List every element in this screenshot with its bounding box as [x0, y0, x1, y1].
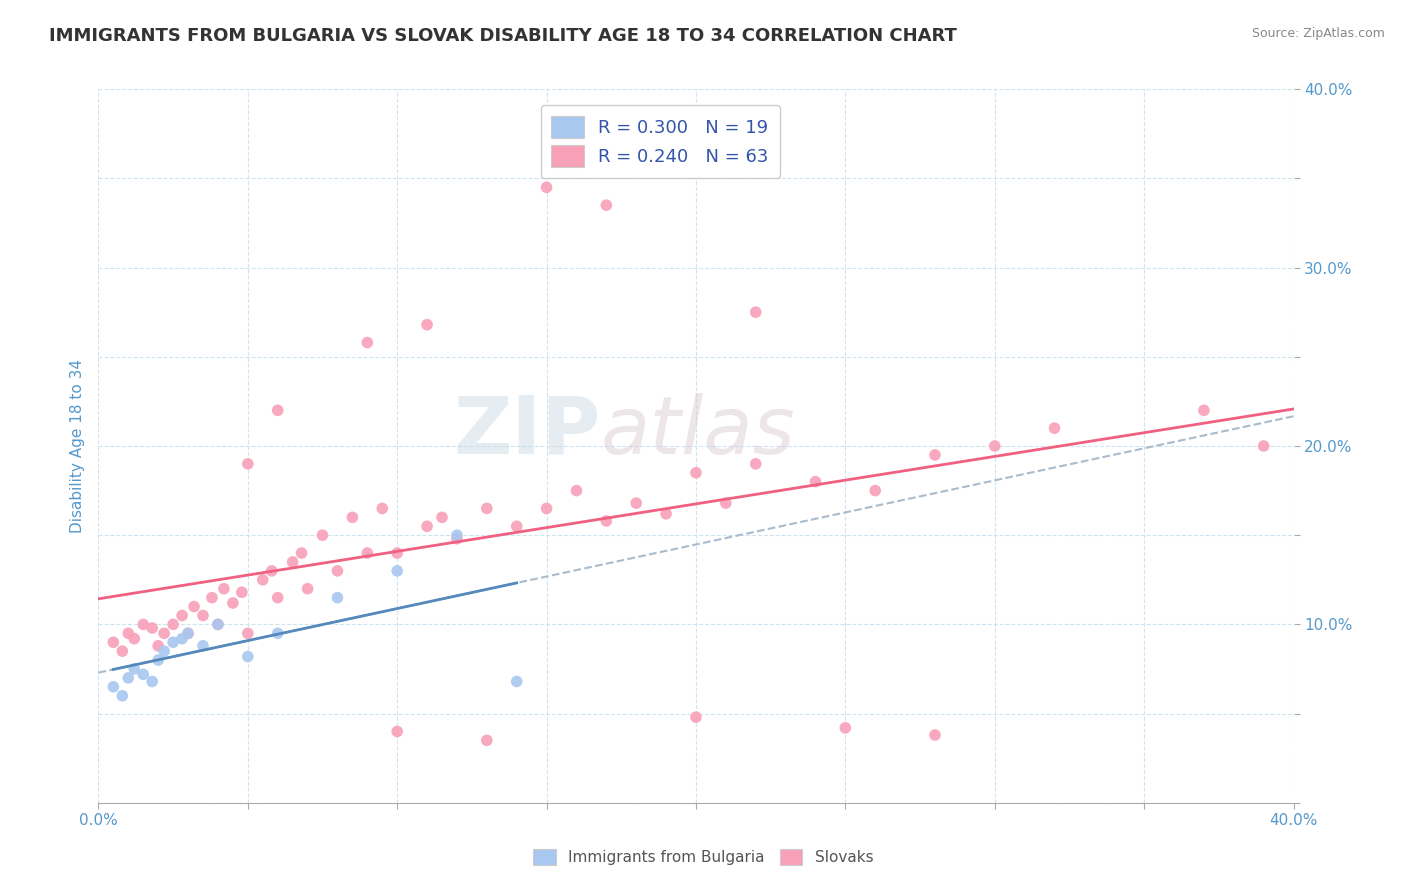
Point	[162, 635, 184, 649]
Point	[834, 721, 856, 735]
Point	[153, 626, 176, 640]
Point	[475, 733, 498, 747]
Point	[177, 626, 200, 640]
Point	[236, 649, 259, 664]
Point	[212, 582, 235, 596]
Text: ZIP: ZIP	[453, 392, 600, 471]
Point	[172, 632, 194, 646]
Point	[595, 198, 617, 212]
Point	[356, 546, 378, 560]
Point	[326, 591, 349, 605]
Point	[153, 644, 176, 658]
Point	[416, 519, 439, 533]
Point	[804, 475, 827, 489]
Point	[385, 564, 409, 578]
Point	[267, 591, 290, 605]
Point	[430, 510, 453, 524]
Point	[117, 671, 139, 685]
Point	[446, 528, 468, 542]
Point	[924, 728, 946, 742]
Point	[385, 724, 409, 739]
Point	[141, 674, 163, 689]
Point	[416, 318, 439, 332]
Point	[260, 564, 283, 578]
Point	[183, 599, 205, 614]
Point	[281, 555, 304, 569]
Point	[371, 501, 394, 516]
Point	[172, 608, 194, 623]
Point	[595, 514, 617, 528]
Text: Source: ZipAtlas.com: Source: ZipAtlas.com	[1251, 27, 1385, 40]
Point	[124, 662, 146, 676]
Point	[191, 608, 214, 623]
Point	[162, 617, 184, 632]
Point	[201, 591, 224, 605]
Point	[506, 674, 529, 689]
Point	[177, 626, 200, 640]
Legend: R = 0.300   N = 19, R = 0.240   N = 63: R = 0.300 N = 19, R = 0.240 N = 63	[541, 105, 779, 178]
Point	[1192, 403, 1215, 417]
Legend: Immigrants from Bulgaria, Slovaks: Immigrants from Bulgaria, Slovaks	[527, 843, 879, 871]
Point	[356, 335, 378, 350]
Point	[231, 585, 253, 599]
Point	[745, 305, 768, 319]
Point	[342, 510, 364, 524]
Point	[111, 689, 134, 703]
Point	[745, 457, 768, 471]
Point	[536, 501, 558, 516]
Point	[117, 626, 139, 640]
Point	[1253, 439, 1275, 453]
Point	[132, 667, 155, 681]
Point	[626, 496, 648, 510]
Point	[222, 596, 245, 610]
Point	[565, 483, 588, 498]
Point	[475, 501, 498, 516]
Point	[655, 507, 678, 521]
Point	[311, 528, 333, 542]
Point	[191, 639, 214, 653]
Point	[714, 496, 737, 510]
Point	[1043, 421, 1066, 435]
Point	[291, 546, 314, 560]
Point	[984, 439, 1007, 453]
Point	[236, 457, 259, 471]
Point	[685, 710, 707, 724]
Point	[103, 635, 125, 649]
Point	[924, 448, 946, 462]
Text: atlas: atlas	[600, 392, 796, 471]
Point	[148, 639, 170, 653]
Point	[111, 644, 134, 658]
Point	[536, 180, 558, 194]
Point	[236, 626, 259, 640]
Point	[506, 519, 529, 533]
Point	[326, 564, 349, 578]
Point	[103, 680, 125, 694]
Point	[148, 653, 170, 667]
Point	[207, 617, 229, 632]
Point	[141, 621, 163, 635]
Text: IMMIGRANTS FROM BULGARIA VS SLOVAK DISABILITY AGE 18 TO 34 CORRELATION CHART: IMMIGRANTS FROM BULGARIA VS SLOVAK DISAB…	[49, 27, 957, 45]
Point	[385, 546, 409, 560]
Point	[252, 573, 274, 587]
Point	[124, 632, 146, 646]
Point	[132, 617, 155, 632]
Point	[865, 483, 887, 498]
Point	[207, 617, 229, 632]
Point	[267, 403, 290, 417]
Point	[685, 466, 707, 480]
Y-axis label: Disability Age 18 to 34: Disability Age 18 to 34	[69, 359, 84, 533]
Point	[297, 582, 319, 596]
Point	[267, 626, 290, 640]
Point	[446, 532, 468, 546]
